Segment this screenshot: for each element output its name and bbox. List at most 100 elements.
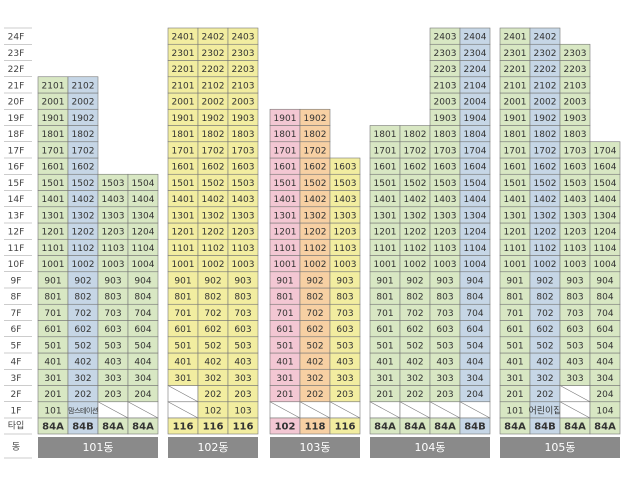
floor-label: 1F: [11, 406, 22, 416]
unit-label: 1702: [534, 146, 557, 156]
unit-label: 2002: [72, 98, 95, 108]
unit-label: 1202: [304, 228, 327, 238]
unit-label: 703: [436, 309, 453, 319]
unit-label: 1302: [304, 211, 327, 221]
unit-label: 1202: [202, 228, 225, 238]
unit-label: 2201: [504, 65, 527, 75]
unit-label: 902: [536, 276, 553, 286]
unit-label: 1601: [42, 163, 65, 173]
unit-label: 1803: [232, 130, 255, 140]
unit-label: 1802: [202, 130, 225, 140]
unit-label: 1603: [564, 163, 587, 173]
floor-label: 11F: [8, 244, 25, 254]
unit-label: 203: [234, 390, 251, 400]
unit-label: 703: [104, 309, 121, 319]
unit-label: 702: [536, 309, 553, 319]
unit-label: 1201: [172, 228, 195, 238]
type-label: 84B: [534, 422, 556, 433]
unit-label: 1801: [374, 130, 397, 140]
unit-label: 1002: [304, 260, 327, 270]
unit-label: 803: [336, 293, 353, 303]
unit-label: 701: [376, 309, 393, 319]
unit-label: 303: [436, 374, 453, 384]
unit-label: 1102: [534, 244, 557, 254]
type-label: 84B: [72, 422, 94, 433]
unit-label: 803: [436, 293, 453, 303]
unit-label: 1203: [434, 228, 457, 238]
unit-cell: [459, 27, 491, 45]
unit-label: 1402: [304, 195, 327, 205]
unit-label: 903: [234, 276, 251, 286]
unit-label: 501: [44, 341, 61, 351]
unit-label: 1103: [334, 244, 357, 254]
unit-label: 1801: [274, 130, 297, 140]
building-bar: [500, 437, 620, 458]
unit-label: 404: [466, 358, 483, 368]
unit-label: 2103: [232, 81, 255, 91]
unit-label: 1701: [42, 146, 65, 156]
unit-label: 904: [596, 276, 613, 286]
unit-label: 1403: [564, 195, 587, 205]
unit-label: 401: [276, 358, 293, 368]
unit-label: 501: [276, 341, 293, 351]
unit-label: 1904: [464, 114, 487, 124]
unit-label: 1003: [434, 260, 457, 270]
floor-label: 12F: [8, 228, 25, 238]
unit-label: 604: [466, 325, 483, 335]
unit-label: 303: [566, 374, 583, 384]
unit-label: 403: [566, 358, 583, 368]
unit-label: 1502: [72, 179, 95, 189]
unit-label: 504: [134, 341, 151, 351]
unit-label: 403: [104, 358, 121, 368]
floor-label: 2F: [11, 390, 22, 400]
unit-label: 1002: [404, 260, 427, 270]
unit-label: 601: [376, 325, 393, 335]
unit-label: 1504: [132, 179, 155, 189]
building-name: 102동: [197, 441, 228, 454]
unit-label: 503: [436, 341, 453, 351]
unit-label: 1901: [172, 114, 195, 124]
unit-label: 901: [44, 276, 61, 286]
unit-label: 1001: [172, 260, 195, 270]
unit-label: 1104: [594, 244, 617, 254]
unit-label: 502: [406, 341, 423, 351]
unit-label: 1802: [534, 130, 557, 140]
empty-cell-slash: [329, 401, 361, 419]
unit-label: 402: [204, 358, 221, 368]
unit-label: 1601: [274, 163, 297, 173]
unit-label: 1202: [404, 228, 427, 238]
unit-label: 1602: [404, 163, 427, 173]
unit-label: 204: [466, 390, 483, 400]
unit-label: 1303: [334, 211, 357, 221]
unit-label: 1703: [232, 146, 255, 156]
unit-label: 801: [276, 293, 293, 303]
unit-label: 1502: [202, 179, 225, 189]
type-cell: [329, 417, 361, 435]
unit-label: 403: [234, 358, 251, 368]
unit-label: 1804: [464, 130, 487, 140]
unit-label: 2404: [464, 33, 487, 43]
unit-label: 902: [204, 276, 221, 286]
unit-label: 1502: [404, 179, 427, 189]
unit-label: 503: [104, 341, 121, 351]
unit-label: 204: [596, 390, 613, 400]
unit-label: 1303: [564, 211, 587, 221]
unit-label: 1403: [334, 195, 357, 205]
unit-label: 1901: [504, 114, 527, 124]
type-cell: [127, 417, 159, 435]
unit-label: 1704: [464, 146, 487, 156]
unit-label: 1101: [172, 244, 195, 254]
unit-label: 801: [44, 293, 61, 303]
unit-label: 1104: [132, 244, 155, 254]
unit-cell: [127, 173, 159, 191]
unit-label: 2303: [232, 49, 255, 59]
unit-label: 맘스테이션: [68, 406, 98, 415]
type-label: 84A: [504, 422, 526, 433]
unit-label: 801: [376, 293, 393, 303]
unit-label: 1603: [434, 163, 457, 173]
unit-label: 1203: [102, 228, 125, 238]
floor-label: 9F: [11, 276, 22, 286]
unit-label: 2103: [564, 81, 587, 91]
unit-label: 1602: [304, 163, 327, 173]
unit-label: 102: [204, 406, 221, 416]
